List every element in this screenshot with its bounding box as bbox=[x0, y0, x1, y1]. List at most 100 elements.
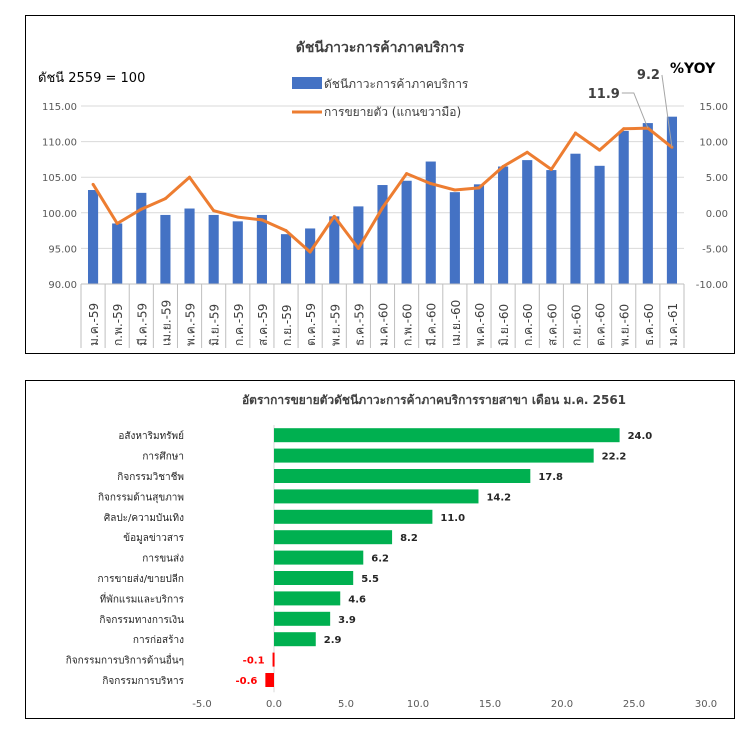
x-tick-label: 15.0 bbox=[479, 699, 501, 710]
sector-label: กิจกรรมด้านสุขภาพ bbox=[98, 491, 184, 503]
sector-bar bbox=[274, 489, 479, 504]
service-index-chart-panel: 90.00 95.00 100.00 105.00 110.00 115.00 -10.00… bbox=[25, 15, 735, 354]
sector-label: กิจกรรมวิชาชีพ bbox=[117, 471, 184, 483]
y-right-tick-label: 5.00 bbox=[706, 173, 728, 184]
x-tick-label: มิ.ย.-60 bbox=[497, 304, 511, 346]
index-bar bbox=[160, 214, 171, 284]
value-label: 17.8 bbox=[538, 472, 563, 483]
x-tick-label: พ.ค.-59 bbox=[184, 303, 198, 346]
value-label: 5.5 bbox=[361, 574, 379, 585]
growth-point bbox=[163, 197, 167, 201]
value-label: 14.2 bbox=[486, 492, 511, 503]
y-right-tick-label: -10.00 bbox=[696, 280, 728, 291]
sector-bar bbox=[274, 550, 364, 565]
yoy-label: %YOY bbox=[670, 61, 716, 77]
x-tick-label: ก.พ.-60 bbox=[401, 304, 415, 346]
x-tick-label: ก.ย.-59 bbox=[280, 304, 294, 346]
x-tick-label: ส.ค.-59 bbox=[256, 303, 270, 346]
sector-label: กิจกรรมการบริการด้านอื่นๆ bbox=[66, 653, 184, 667]
growth-point bbox=[573, 131, 577, 135]
x-tick-label: ต.ค.-59 bbox=[304, 303, 318, 346]
x-tick-label: ก.ค.-60 bbox=[521, 303, 535, 346]
x-tick-label: ต.ค.-60 bbox=[594, 303, 608, 346]
y-left-tick-label: 110.00 bbox=[42, 138, 77, 149]
x-tick-label: ม.ค.-59 bbox=[87, 303, 101, 346]
growth-point bbox=[284, 229, 288, 233]
growth-point bbox=[260, 218, 264, 222]
sector-bar bbox=[274, 509, 433, 524]
sector-bar bbox=[274, 591, 341, 606]
chart-title: อัตราการขยายตัวดัชนีภาวะการค้าภาคบริการร… bbox=[242, 393, 626, 407]
growth-point bbox=[453, 188, 457, 192]
x-tick-label: มี.ค.-60 bbox=[425, 303, 439, 346]
y-right-tick-label: -5.00 bbox=[702, 244, 728, 255]
x-tick-label: 10.0 bbox=[407, 699, 429, 710]
sector-bar bbox=[265, 673, 274, 687]
sector-bar bbox=[274, 632, 316, 647]
x-tick-label: พ.ค.-60 bbox=[473, 303, 487, 346]
index-bar bbox=[473, 184, 485, 284]
value-label: 11.0 bbox=[440, 513, 465, 524]
value-label: -0.1 bbox=[243, 656, 265, 667]
index-bar bbox=[208, 214, 219, 284]
x-tick-label: -5.0 bbox=[192, 699, 212, 710]
y-left-tick-label: 100.00 bbox=[42, 209, 77, 220]
value-label: 24.0 bbox=[628, 431, 653, 442]
index-bar bbox=[87, 190, 99, 284]
index-bar bbox=[184, 208, 195, 284]
sector-bar bbox=[274, 428, 620, 443]
base-year-note: ดัชนี 2559 = 100 bbox=[38, 70, 145, 86]
y-left-tick-label: 95.00 bbox=[48, 244, 77, 255]
value-label: 3.9 bbox=[338, 615, 356, 626]
index-bar bbox=[377, 185, 388, 284]
value-label: 6.2 bbox=[371, 554, 389, 565]
sector-bar bbox=[274, 448, 594, 463]
sector-bar bbox=[274, 469, 531, 483]
callout-label: 11.9 bbox=[588, 87, 620, 102]
growth-point bbox=[236, 215, 240, 219]
x-tick-label: 0.0 bbox=[266, 699, 282, 710]
sector-bar bbox=[274, 530, 393, 545]
sector-label: การขายส่ง/ขายปลีก bbox=[97, 573, 184, 585]
chart-title: ดัชนีภาวะการค้าภาคบริการ bbox=[296, 40, 465, 56]
x-tick-label: 25.0 bbox=[623, 699, 645, 710]
x-tick-label: เม.ย.-59 bbox=[159, 300, 173, 346]
x-tick-label: พ.ย.-59 bbox=[328, 304, 342, 346]
growth-point bbox=[549, 167, 553, 171]
x-tick-label: ธ.ค.-59 bbox=[352, 303, 366, 346]
growth-point bbox=[115, 221, 119, 225]
y-right-tick-label: 15.00 bbox=[699, 102, 728, 113]
x-tick-label: ม.ค.-61 bbox=[666, 303, 680, 346]
sector-bar bbox=[274, 571, 354, 585]
index-bar bbox=[522, 160, 533, 284]
x-tick-label: มิ.ย.-59 bbox=[208, 304, 222, 346]
x-tick-label: ก.พ.-59 bbox=[111, 304, 125, 346]
sector-growth-chart: อัตราการขยายตัวดัชนีภาวะการค้าภาคบริการร… bbox=[66, 393, 717, 710]
growth-point bbox=[332, 214, 336, 218]
sector-growth-chart-panel: อัตราการขยายตัวดัชนีภาวะการค้าภาคบริการร… bbox=[25, 380, 735, 719]
x-tick-label: ธ.ค.-60 bbox=[642, 303, 656, 346]
y-right-tick-label: 0.00 bbox=[706, 209, 728, 220]
x-tick-label: 5.0 bbox=[338, 699, 354, 710]
callout-leader bbox=[661, 74, 673, 148]
x-tick-label: ก.ย.-60 bbox=[569, 304, 583, 346]
legend-line-label: การขยายตัว (แกนขวามือ) bbox=[324, 105, 461, 119]
y-left-tick-label: 105.00 bbox=[42, 173, 77, 184]
callout-leader bbox=[621, 92, 649, 129]
y-left-tick-label: 115.00 bbox=[42, 102, 77, 113]
growth-point bbox=[622, 127, 626, 131]
growth-point bbox=[308, 250, 312, 254]
x-tick-label: 30.0 bbox=[695, 699, 717, 710]
growth-point bbox=[139, 207, 143, 211]
growth-point bbox=[525, 150, 529, 154]
value-label: 8.2 bbox=[400, 533, 418, 544]
sector-label: อสังหาริมทรัพย์ bbox=[118, 430, 184, 442]
growth-point bbox=[381, 206, 384, 210]
x-tick-label: มี.ค.-59 bbox=[135, 303, 149, 346]
value-label: -0.6 bbox=[235, 676, 257, 687]
index-bar bbox=[642, 123, 653, 284]
sector-bar bbox=[274, 611, 331, 626]
service-index-chart: 90.00 95.00 100.00 105.00 110.00 115.00 -10.00… bbox=[38, 40, 728, 348]
growth-point bbox=[356, 246, 360, 250]
index-bar bbox=[449, 192, 460, 284]
